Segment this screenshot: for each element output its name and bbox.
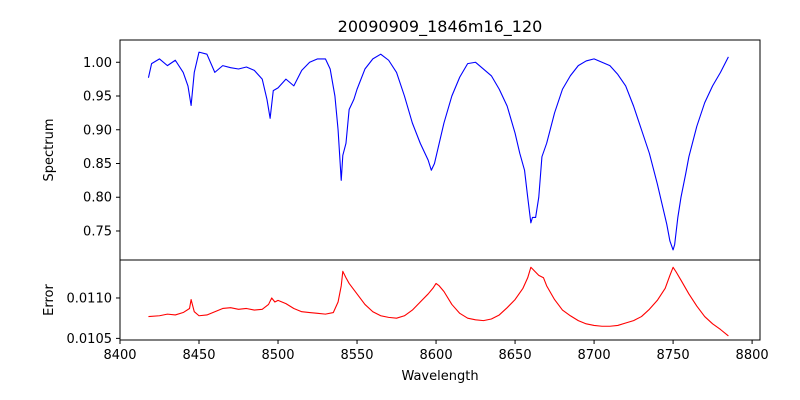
error-y-tick-label: 0.0105 xyxy=(67,332,113,347)
error-y-tick-label: 0.0110 xyxy=(67,291,113,306)
spectrum-y-tick-label: 0.95 xyxy=(83,90,112,105)
error-panel: 0.0105 0.0110 8400 8450 8500 8550 8600 8650 8700… xyxy=(42,259,769,384)
error-series-line xyxy=(148,266,729,337)
spectrum-plot-frame xyxy=(119,39,761,261)
x-tick-label: 8700 xyxy=(578,348,611,363)
spectrum-series-line xyxy=(147,51,729,251)
spectrum-y-tick-label: 1.00 xyxy=(83,56,112,71)
x-tick-label: 8800 xyxy=(736,348,769,363)
chart-title: 20090909_1846m16_120 xyxy=(338,17,543,37)
spectrum-y-tick-label: 0.75 xyxy=(83,224,112,239)
spectrum-y-tick-label: 0.80 xyxy=(83,191,112,206)
x-tick-label: 8550 xyxy=(340,348,373,363)
x-tick-label: 8400 xyxy=(103,348,136,363)
x-tick-label: 8650 xyxy=(499,348,532,363)
x-tick-label: 8600 xyxy=(420,348,453,363)
x-tick-label: 8450 xyxy=(182,348,215,363)
spectrum-y-tick-label: 0.90 xyxy=(83,123,112,138)
x-tick-label: 8500 xyxy=(261,348,294,363)
error-plot-frame xyxy=(119,259,761,341)
spectrum-y-axis-label: Spectrum xyxy=(42,119,57,182)
x-tick-label: 8750 xyxy=(657,348,690,363)
error-y-axis-label: Error xyxy=(42,284,57,316)
spectrum-y-tick-label: 0.85 xyxy=(83,157,112,172)
x-axis-label: Wavelength xyxy=(401,369,478,384)
spectrum-panel: 20090909_1846m16_120 0.75 0.80 0.85 0.90 0.9… xyxy=(42,17,761,261)
